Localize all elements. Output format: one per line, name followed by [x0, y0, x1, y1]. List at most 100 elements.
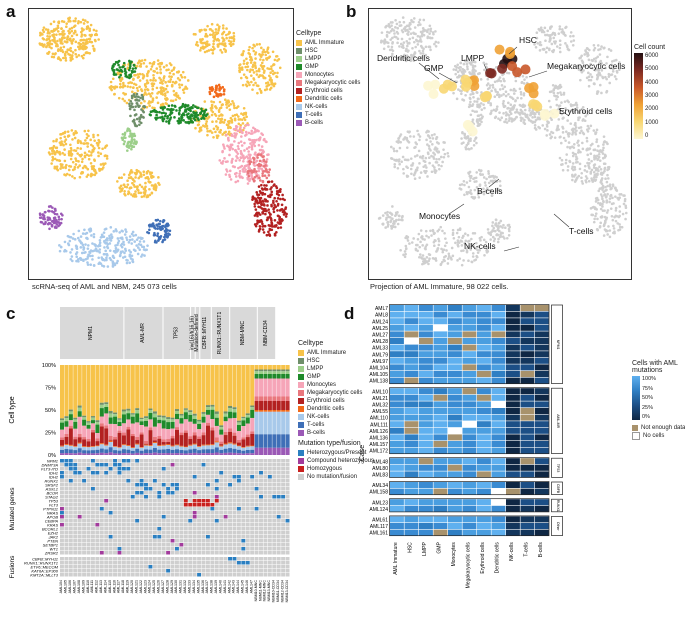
- background-point: [391, 40, 394, 44]
- background-point: [581, 141, 584, 145]
- umap-point: [157, 239, 160, 242]
- density-hex: [512, 67, 523, 78]
- umap-point: [211, 51, 215, 55]
- legend-swatch: [296, 88, 302, 94]
- background-point: [484, 189, 488, 193]
- background-point: [384, 226, 387, 229]
- background-point: [417, 40, 421, 43]
- umap-point: [276, 197, 280, 200]
- stacked-bar-segment: [259, 410, 264, 412]
- background-point: [585, 170, 589, 173]
- umap-point: [113, 62, 117, 66]
- umap-point: [142, 93, 146, 97]
- umap-point: [132, 138, 136, 141]
- background-point: [434, 40, 438, 44]
- stacked-bar-segment: [259, 369, 264, 372]
- umap-point: [64, 50, 68, 54]
- umap-point: [247, 169, 250, 173]
- umap-point: [75, 33, 79, 37]
- umap-point: [251, 132, 254, 135]
- legend-item: HSC: [296, 47, 356, 55]
- umap-point: [237, 141, 241, 145]
- background-point: [417, 133, 420, 136]
- stacked-bar-segment: [170, 365, 175, 418]
- stacked-bar-segment: [130, 414, 135, 417]
- stacked-bar-segment: [117, 418, 122, 420]
- umap-point: [181, 102, 185, 106]
- stacked-bar-segment: [148, 412, 153, 420]
- umap-point: [141, 253, 144, 256]
- background-point: [421, 156, 424, 160]
- stacked-bar-segment: [82, 365, 87, 416]
- stacked-bar-segment: [197, 365, 202, 420]
- umap-point: [208, 86, 212, 90]
- background-point: [405, 47, 408, 51]
- umap-point: [222, 47, 226, 51]
- stacked-bar-segment: [197, 453, 202, 455]
- background-point: [505, 71, 509, 75]
- umap-point: [258, 197, 261, 200]
- umap-point: [164, 112, 168, 115]
- background-point: [427, 144, 431, 148]
- background-point: [549, 105, 552, 109]
- umap-point: [123, 185, 127, 189]
- umap-point: [252, 126, 255, 130]
- background-point: [595, 140, 598, 144]
- background-point: [572, 34, 575, 38]
- umap-point: [247, 48, 251, 52]
- umap-point: [39, 33, 42, 37]
- background-point: [406, 32, 409, 36]
- stacked-bar-segment: [104, 402, 109, 405]
- umap-point: [181, 104, 184, 108]
- background-point: [386, 41, 390, 45]
- background-point: [589, 62, 592, 66]
- background-point: [461, 72, 465, 75]
- umap-point: [243, 166, 246, 170]
- umap-point: [74, 163, 78, 166]
- stacked-bar-segment: [90, 423, 95, 430]
- background-point: [403, 53, 406, 57]
- umap-point: [169, 99, 173, 102]
- umap-point: [95, 248, 98, 252]
- umap-point: [139, 237, 143, 240]
- background-point: [562, 32, 565, 36]
- background-point: [480, 120, 483, 124]
- stacked-bar-segment: [90, 429, 95, 433]
- umap-point: [90, 165, 94, 168]
- stacked-bar-segment: [121, 435, 126, 445]
- background-point: [590, 168, 594, 172]
- umap-point: [62, 56, 65, 60]
- background-point: [465, 247, 468, 250]
- umap-point: [257, 211, 260, 215]
- background-point: [429, 229, 432, 233]
- background-point: [614, 219, 618, 223]
- background-point: [497, 221, 501, 225]
- umap-point: [231, 165, 235, 168]
- umap-point: [178, 119, 181, 123]
- group-header: [163, 307, 191, 359]
- background-point: [569, 31, 573, 34]
- umap-point: [83, 151, 87, 155]
- background-point: [581, 182, 585, 185]
- background-point: [389, 29, 393, 33]
- background-point: [404, 244, 408, 248]
- umap-point: [139, 62, 143, 66]
- umap-point: [178, 109, 181, 112]
- annotation-label: Megakaryocytic cells: [547, 61, 625, 71]
- background-point: [390, 213, 394, 216]
- stacked-bar-segment: [179, 435, 184, 446]
- umap-point: [238, 172, 241, 175]
- umap-point: [159, 90, 162, 94]
- background-point: [504, 111, 508, 114]
- umap-point: [62, 29, 65, 33]
- stacked-bar-segment: [139, 365, 144, 418]
- umap-point: [252, 71, 256, 74]
- umap-point: [58, 223, 61, 227]
- background-point: [508, 225, 512, 229]
- stacked-bar-segment: [245, 417, 250, 424]
- stacked-bar-segment: [60, 445, 65, 447]
- umap-point: [230, 121, 234, 124]
- background-point: [592, 148, 596, 152]
- stacked-bar-segment: [210, 430, 215, 445]
